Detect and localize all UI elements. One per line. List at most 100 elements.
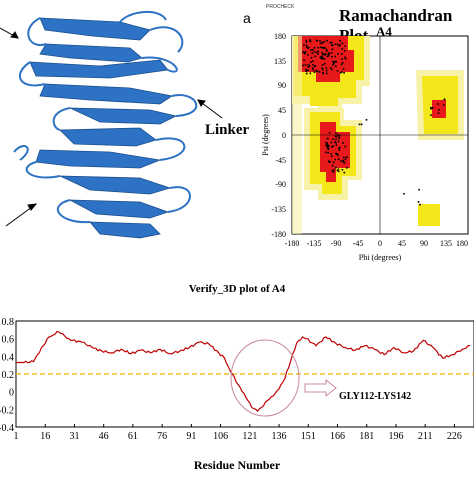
rama-point: [318, 71, 321, 73]
rama-point: [341, 58, 343, 60]
rama-point: [331, 48, 334, 51]
rama-point: [312, 69, 315, 71]
rama-point: [332, 64, 334, 66]
rama-point: [430, 106, 432, 109]
rama-point: [329, 41, 332, 44]
rama-point: [316, 39, 319, 42]
verify3d-chart: 0.8 0.6 0.4 0.2 0 -0.2 -0.4 1 16 31 46 61 76 91 106 12…: [0, 317, 474, 442]
rama-point: [323, 40, 326, 43]
rama-point: [339, 40, 341, 42]
rama-point: [310, 49, 312, 51]
verify3d-xtick: 181: [359, 431, 374, 442]
rama-point: [327, 148, 329, 151]
rama-point: [344, 158, 347, 161]
rama-regions: [292, 36, 464, 234]
rama-point: [312, 67, 314, 69]
rama-point: [333, 62, 335, 65]
rama-point: [319, 46, 322, 49]
rama-xtick-135: 135: [440, 239, 452, 248]
rama-point: [340, 63, 343, 66]
rama-ytick-m45: -45: [275, 156, 286, 165]
rama-point: [323, 53, 325, 55]
rama-point: [321, 41, 323, 44]
verify3d-ytick: 0.2: [2, 370, 15, 381]
rama-point: [316, 51, 318, 53]
rama-point: [331, 146, 333, 148]
rama-point: [343, 72, 345, 74]
verify3d-xtick: 61: [128, 431, 138, 442]
rama-point: [305, 69, 307, 71]
rama-ylabel: Psi (degrees): [261, 114, 270, 156]
rama-point: [325, 67, 328, 69]
rama-point: [308, 46, 310, 49]
verify3d-ytick: 0: [9, 388, 14, 399]
rama-point: [303, 44, 305, 46]
verify3d-series-line: [16, 330, 471, 412]
rama-point: [337, 154, 339, 157]
rama-point: [437, 112, 440, 114]
rama-point: [326, 72, 328, 75]
rama-point: [327, 160, 330, 162]
rama-point: [327, 151, 329, 154]
rama-point: [305, 70, 308, 73]
rama-point: [331, 170, 334, 172]
rama-ytick-90: 90: [278, 81, 286, 90]
rama-point: [309, 39, 311, 41]
rama-xtick-180: 180: [456, 239, 468, 248]
verify3d-xtick: 1: [14, 431, 19, 442]
rama-point: [344, 45, 346, 47]
verify3d-xtick: 76: [157, 431, 167, 442]
rama-point: [335, 144, 338, 146]
rama-point: [334, 158, 337, 161]
rama-point: [325, 141, 327, 144]
rama-point: [331, 44, 334, 47]
rama-point: [338, 149, 341, 151]
rama-ytick-45: 45: [278, 106, 286, 115]
rama-point: [333, 168, 335, 171]
rama-point: [332, 138, 334, 140]
annotation-arrow: [304, 378, 337, 398]
verify3d-xlabel: Residue Number: [193, 458, 281, 472]
rama-point: [303, 59, 305, 61]
rama-point: [307, 66, 310, 68]
rama-point: [341, 169, 344, 171]
core-region-alpha: [320, 122, 350, 182]
rama-point: [326, 39, 328, 42]
rama-point: [303, 52, 306, 54]
rama-point: [331, 164, 334, 167]
rama-point: [334, 60, 337, 63]
rama-point: [313, 71, 316, 74]
rama-point: [327, 54, 330, 57]
rama-point: [304, 64, 307, 66]
rama-point: [317, 53, 319, 55]
rama-points: [302, 39, 446, 206]
rama-point: [334, 43, 337, 46]
rama-xlabel: Phi (degrees): [359, 253, 402, 262]
rama-point: [345, 156, 347, 159]
protein-ribbon-image: [0, 11, 223, 239]
rama-point: [305, 72, 308, 75]
rama-point: [319, 40, 321, 42]
procheck-header: PROCHECK: [266, 4, 295, 10]
rama-point: [312, 60, 314, 62]
rama-point: [325, 151, 327, 154]
rama-xtick-90: 90: [420, 239, 428, 248]
rama-point: [323, 58, 326, 60]
rama-point: [321, 51, 323, 54]
rama-point: [319, 56, 322, 58]
rama-point: [341, 53, 343, 55]
rama-point: [335, 153, 338, 155]
rama-point: [302, 51, 304, 53]
rama-point: [339, 71, 342, 74]
rama-point: [365, 119, 368, 121]
rama-point: [321, 67, 323, 70]
rama-point: [332, 171, 335, 173]
rama-point: [325, 53, 327, 55]
pointer-arrows: [0, 27, 223, 227]
rama-point: [419, 203, 421, 206]
rama-point: [321, 55, 323, 58]
verify3d-xtick: 196: [388, 431, 403, 442]
verify3d-xtick: 46: [99, 431, 109, 442]
rama-point: [326, 50, 328, 52]
rama-point: [344, 145, 347, 148]
